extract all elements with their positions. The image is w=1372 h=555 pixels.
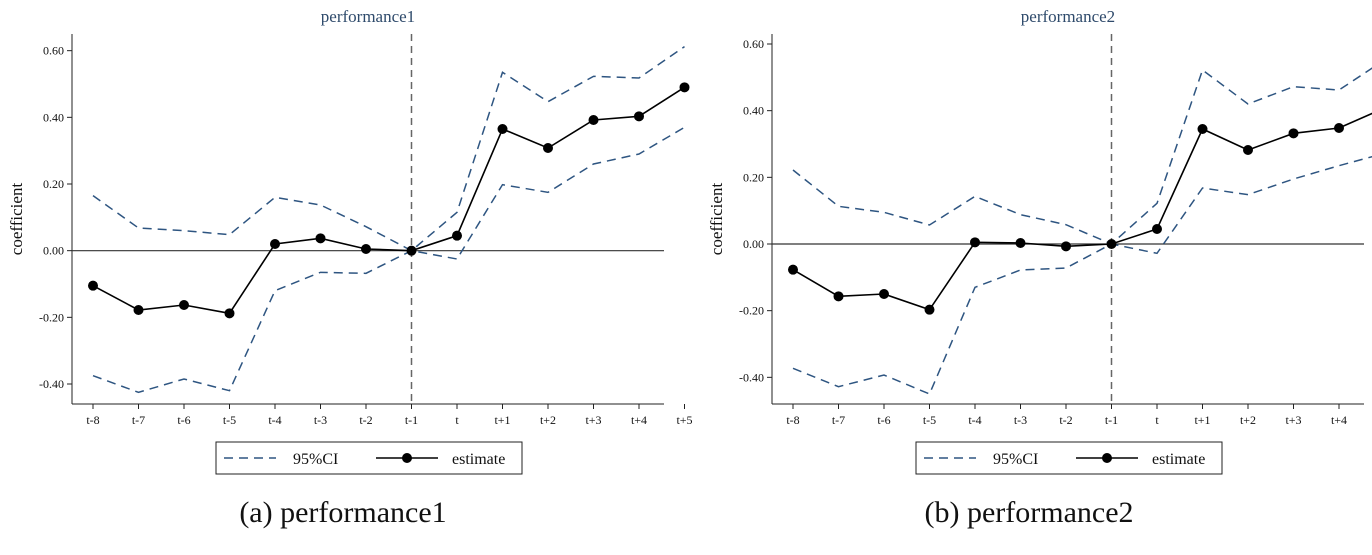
x-tick-label: t+1 — [1194, 413, 1210, 427]
x-tick-label: t-1 — [405, 413, 418, 427]
legend-swatch-estimate-point — [1102, 453, 1112, 463]
x-tick-label: t-7 — [832, 413, 845, 427]
estimate-point — [1288, 128, 1299, 139]
estimate-point — [1015, 238, 1026, 248]
series-line-ci-lower — [92, 126, 685, 394]
y-tick-label: -0.20 — [739, 304, 764, 318]
x-tick-label: t+5 — [676, 413, 692, 427]
estimate-point — [1243, 145, 1253, 155]
y-tick-label: 0.40 — [743, 104, 764, 118]
y-axis-label: coefficient — [707, 183, 726, 256]
x-tick-label: t-3 — [1014, 413, 1027, 427]
y-tick-label: 0.20 — [743, 170, 764, 184]
x-tick-label: t-2 — [1059, 413, 1072, 427]
chart-caption: (b) performance2 — [924, 496, 1134, 529]
y-tick-label: -0.40 — [39, 377, 64, 391]
series-line-estimate — [792, 112, 1372, 311]
x-tick-label: t+4 — [1331, 413, 1347, 427]
x-tick-label: t-8 — [786, 413, 799, 427]
x-tick-label: t-5 — [223, 413, 236, 427]
chart-caption: (a) performance1 — [239, 496, 447, 529]
x-tick-label: t-8 — [86, 413, 99, 427]
y-axis-label: coefficient — [7, 183, 26, 256]
x-tick-label: t-2 — [359, 413, 372, 427]
chart-performance2: performance2 -0.40 -0.20 0.00 0.20 0.40 0.60 co… — [707, 7, 1372, 475]
series-line-ci-lower — [792, 155, 1372, 395]
estimate-point — [924, 304, 935, 315]
x-tick-label: t+4 — [631, 413, 647, 427]
estimate-point — [1334, 123, 1344, 133]
y-tick-label: 0.00 — [43, 244, 64, 258]
chart-performance1: performance1 -0.40 -0.20 0.00 0.20 0.40 0.60 co… — [7, 7, 693, 475]
x-tick-label: t-4 — [968, 413, 981, 427]
x-tick-label: t-3 — [314, 413, 327, 427]
y-tick-label: 0.20 — [43, 177, 64, 191]
legend-label-estimate: estimate — [1152, 451, 1205, 468]
estimate-point — [970, 237, 980, 248]
estimate-point — [833, 291, 844, 302]
estimate-point — [1061, 241, 1071, 252]
estimate-point — [588, 115, 599, 125]
estimate-point — [224, 308, 235, 319]
x-tick-label: t-6 — [877, 413, 890, 427]
x-tick-label: t+3 — [1285, 413, 1301, 427]
legend-box — [915, 441, 1223, 475]
legend-box — [215, 441, 523, 475]
chart-panel-performance2: performance2 -0.40 -0.20 0.00 0.20 0.40 0.60 co… — [686, 0, 1372, 555]
estimate-point — [788, 264, 798, 275]
y-tick-label: -0.20 — [39, 310, 64, 324]
y-tick-label: 0.60 — [743, 37, 764, 51]
legend-label-estimate: estimate — [452, 451, 505, 468]
series-line-ci-upper — [792, 67, 1372, 245]
x-tick-label: t+2 — [1240, 413, 1256, 427]
x-tick-label: t-7 — [132, 413, 145, 427]
y-tick-label: 0.00 — [743, 237, 764, 251]
estimate-point — [270, 239, 280, 249]
chart-title: performance1 — [321, 7, 415, 26]
estimate-point — [1197, 124, 1208, 134]
y-tick-label: -0.40 — [739, 370, 764, 384]
x-tick-label: t-6 — [177, 413, 190, 427]
estimate-point — [1106, 239, 1117, 249]
y-tick-label: 0.40 — [43, 110, 64, 124]
estimate-point — [879, 289, 889, 299]
x-tick-label: t+2 — [540, 413, 556, 427]
estimate-point — [315, 233, 326, 244]
estimate-point — [88, 280, 98, 291]
x-tick-label: t-4 — [268, 413, 281, 427]
estimate-point — [452, 230, 462, 241]
estimate-point — [497, 124, 508, 134]
legend-label-ci: 95%CI — [293, 451, 338, 468]
chart-panel-performance1: performance1 -0.40 -0.20 0.00 0.20 0.40 0.60 co… — [7, 7, 693, 529]
x-tick-label: t-5 — [923, 413, 936, 427]
x-tick-label: t+1 — [494, 413, 510, 427]
estimate-point — [634, 111, 644, 122]
x-tick-label: t+3 — [585, 413, 601, 427]
estimate-point — [133, 305, 144, 315]
estimate-point — [679, 82, 690, 93]
x-tick-label: t — [455, 413, 459, 427]
estimate-point — [543, 143, 553, 153]
legend-swatch-estimate-point — [402, 453, 412, 463]
legend-label-ci: 95%CI — [993, 451, 1038, 468]
chart-title: performance2 — [1021, 7, 1115, 26]
x-tick-label: t — [1155, 413, 1159, 427]
series-line-ci-upper — [92, 46, 685, 252]
estimate-point — [1152, 224, 1162, 234]
estimate-point — [406, 245, 417, 256]
estimate-point — [179, 300, 189, 310]
estimate-point — [361, 244, 371, 254]
x-tick-label: t-1 — [1105, 413, 1118, 427]
series-line-estimate — [92, 86, 685, 315]
y-tick-label: 0.60 — [43, 44, 64, 58]
